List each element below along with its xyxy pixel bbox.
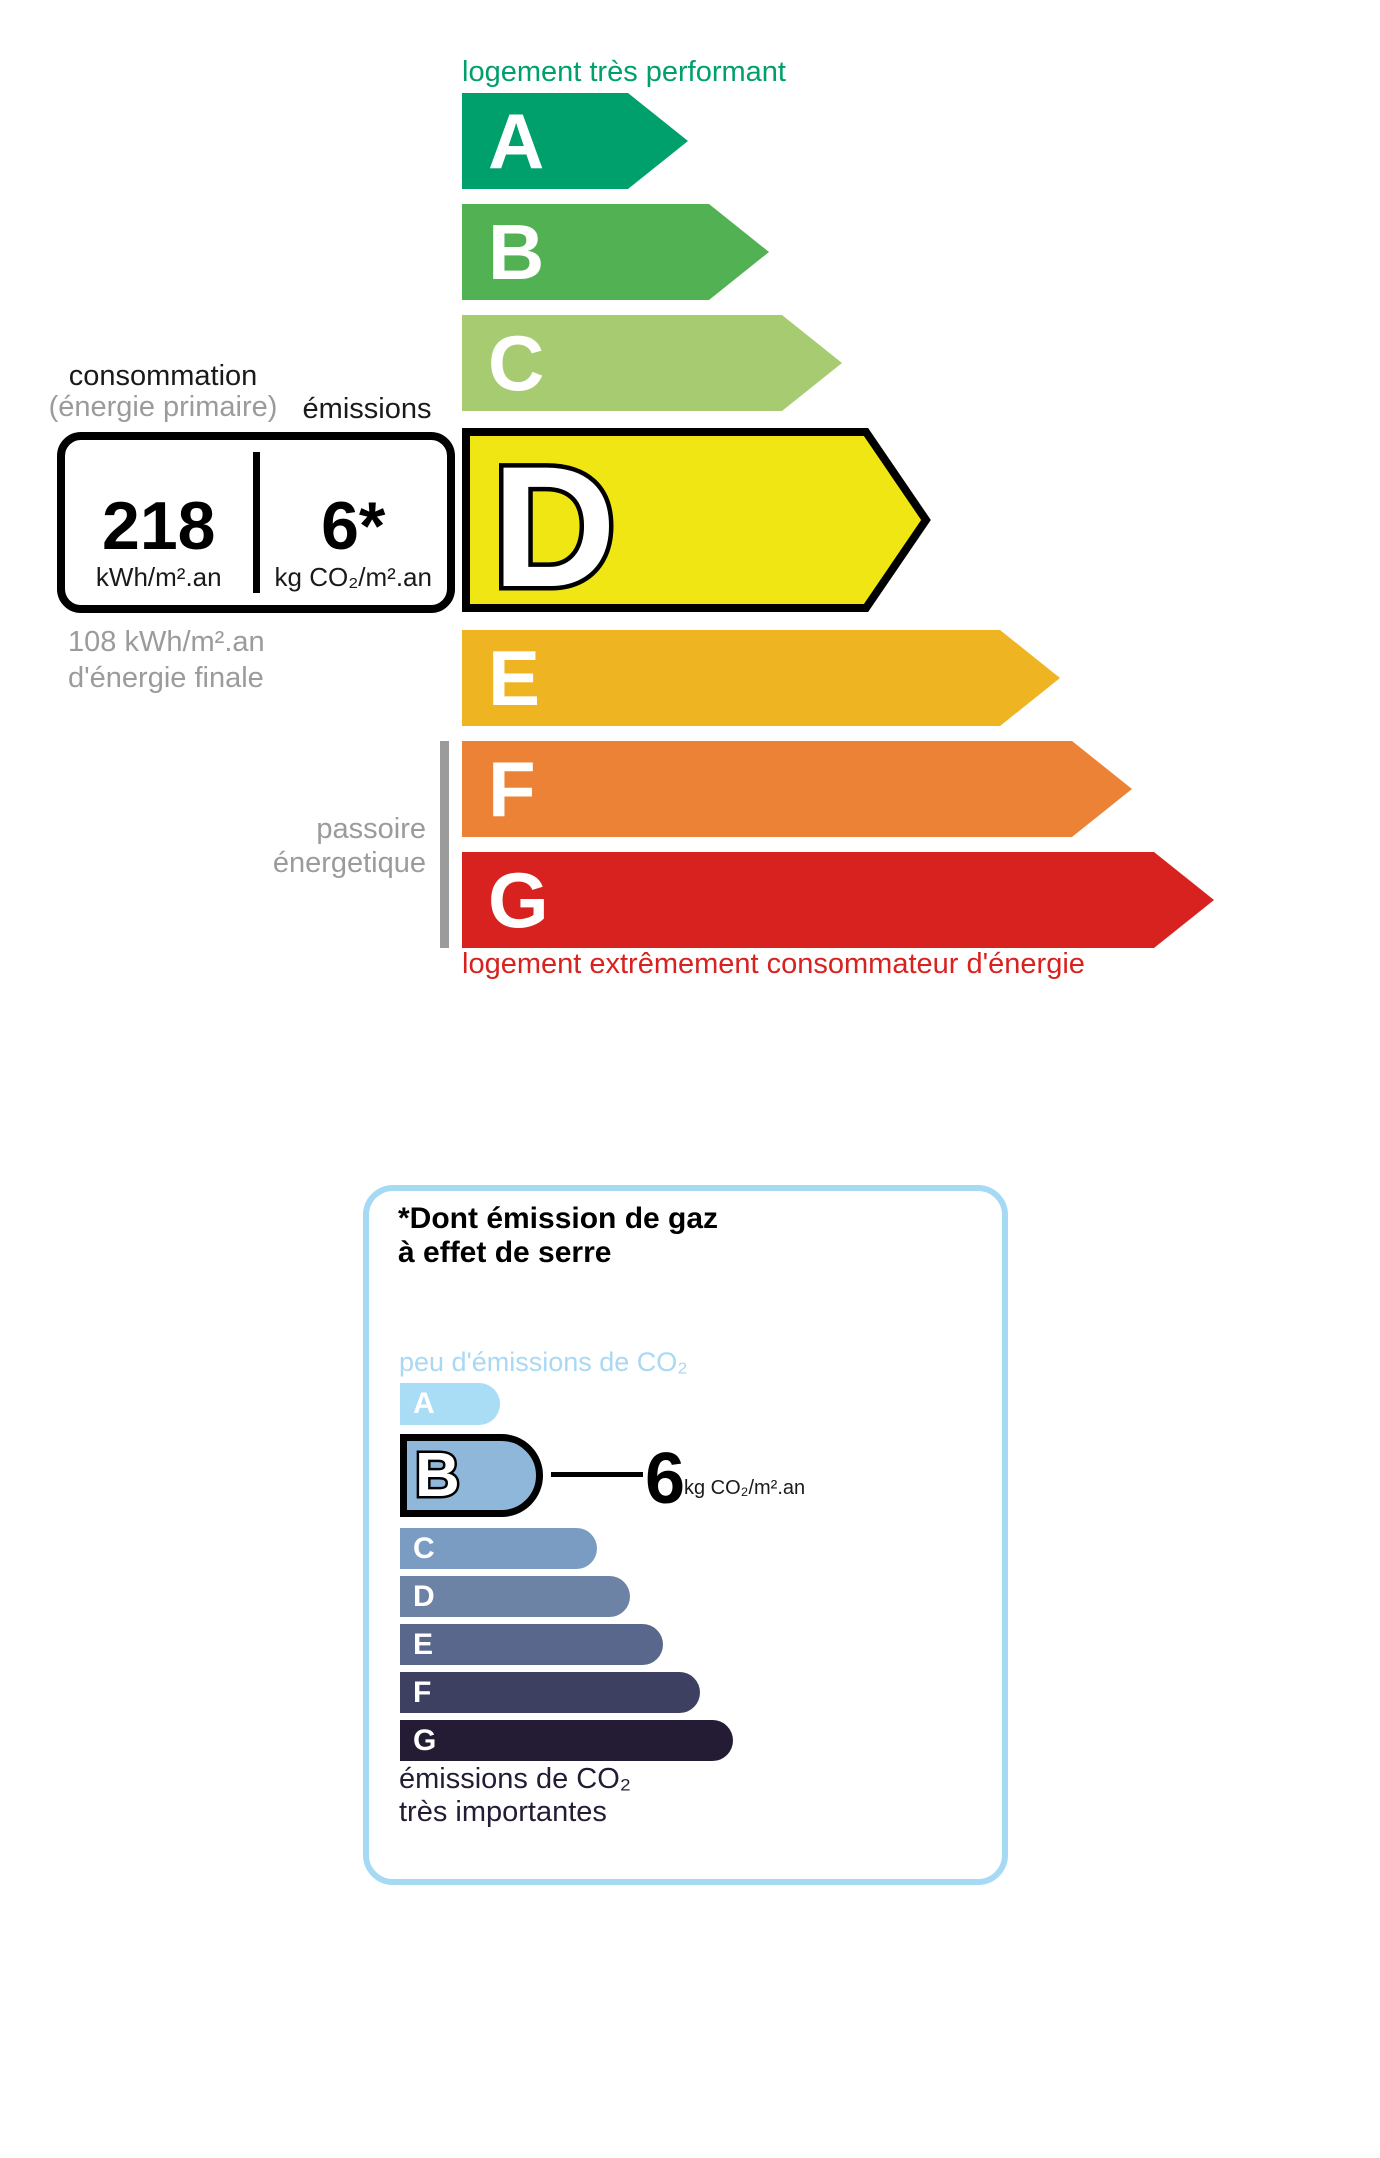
energy-class-g-label: G (488, 856, 549, 944)
energy-class-d-label: D (492, 431, 616, 612)
energy-class-e-bar: E (462, 630, 1060, 726)
final-energy-line1: 108 kWh/m².an (68, 626, 265, 658)
emissions-cell: 6* kg CO₂/m².an (260, 440, 448, 605)
energy-class-f-bar: F (462, 741, 1132, 837)
final-energy-line2: d'énergie finale (68, 662, 264, 694)
energy-sieve-line1: passoire (316, 813, 426, 845)
primary-energy-subheader: (énergie primaire) (48, 391, 278, 423)
ges-title-line2: à effet de serre (398, 1236, 612, 1269)
ges-class-b-letter-svg: B (413, 1439, 463, 1513)
ges-title-line1: *Dont émission de gaz (398, 1202, 719, 1235)
energy-sieve-rule (440, 741, 449, 948)
rating-value-box: 218 kWh/m².an 6* kg CO₂/m².an (57, 432, 455, 613)
ges-class-f-label: F (413, 1675, 432, 1709)
ges-value-unit: kg CO₂/m².an (684, 1477, 806, 1499)
final-energy-note: 108 kWh/m².an d'énergie finale (68, 624, 265, 696)
ges-class-e-bar: E (400, 1624, 663, 1665)
energy-class-d-arrow: D (462, 428, 931, 612)
ges-class-a-label: A (413, 1387, 435, 1420)
energy-class-a-bar: A (462, 93, 688, 189)
ges-class-g-bar: G (400, 1720, 733, 1761)
energy-class-d-shape (462, 428, 931, 612)
energy-class-a-label: A (488, 97, 545, 185)
ges-low-emissions-label: peu d'émissions de CO₂ (399, 1347, 688, 1377)
energy-class-f-label: F (488, 745, 536, 833)
emissions-value: 6* (321, 488, 386, 564)
energy-class-c-label: C (488, 319, 545, 407)
emissions-header: émissions (302, 393, 432, 425)
ges-title: *Dont émission de gaz à effet de serre (398, 1202, 718, 1270)
energy-class-b-label: B (488, 208, 545, 296)
ges-high-emissions-label: émissions de CO₂ très importantes (399, 1763, 631, 1829)
very-efficient-label: logement très performant (462, 56, 786, 88)
energy-class-g-bar: G (462, 852, 1214, 948)
emissions-unit: kg CO₂/m².an (274, 562, 432, 592)
consumption-cell: 218 kWh/m².an (65, 440, 253, 605)
consumption-unit: kWh/m².an (95, 562, 222, 592)
ges-class-g-label: G (413, 1723, 437, 1757)
ges-class-b-bar: B (400, 1434, 543, 1517)
consumption-header: consommation (68, 360, 258, 392)
energy-class-b-bar: B (462, 204, 769, 300)
ges-pointer-line (551, 1472, 643, 1477)
high-consumption-label: logement extrêmement consommateur d'éner… (462, 948, 1085, 980)
ges-class-d-label: D (413, 1579, 435, 1613)
consumption-value: 218 (102, 488, 216, 564)
value-box-divider (252, 452, 260, 593)
ges-class-f-bar: F (400, 1672, 700, 1713)
ges-class-d-bar: D (400, 1576, 630, 1617)
energy-class-c-bar: C (462, 315, 842, 411)
ges-high-emissions-line1: émissions de CO₂ (399, 1763, 632, 1795)
ges-class-b-label: B (415, 1441, 460, 1510)
energy-sieve-line2: énergetique (272, 847, 426, 879)
ges-class-e-label: E (413, 1627, 434, 1661)
energy-class-e-label: E (488, 634, 541, 722)
ges-class-a-bar: A (400, 1383, 500, 1425)
ges-high-emissions-line2: très importantes (399, 1796, 607, 1828)
ges-class-c-bar: C (400, 1528, 597, 1569)
ges-class-c-label: C (413, 1531, 435, 1565)
ges-value: 6 (645, 1439, 686, 1519)
energy-sieve-label: passoire énergetique (230, 812, 426, 880)
